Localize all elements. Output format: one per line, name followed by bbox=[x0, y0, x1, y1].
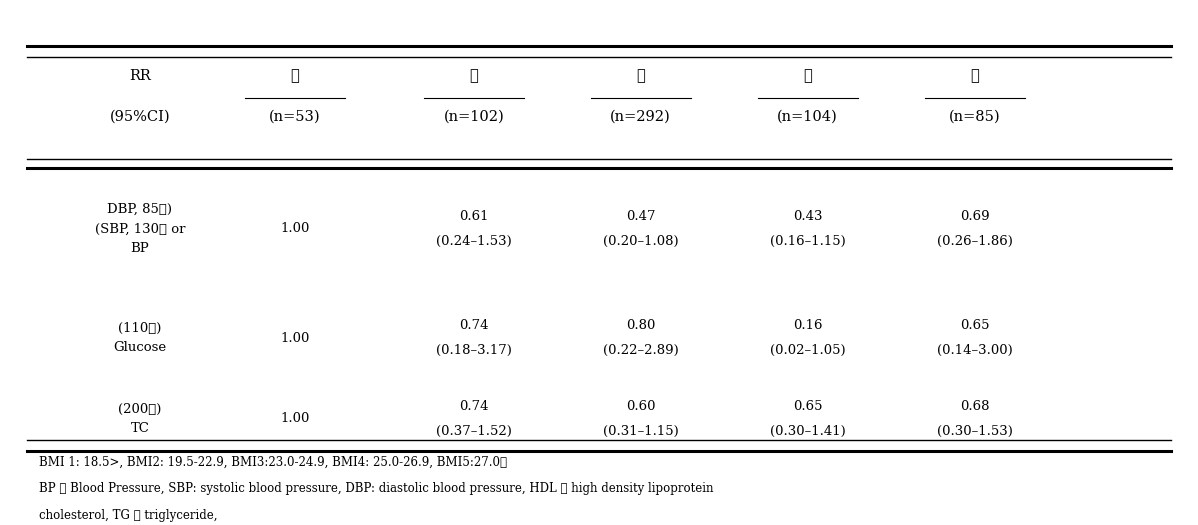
Text: 나: 나 bbox=[470, 69, 478, 83]
Text: (95%CI): (95%CI) bbox=[109, 110, 170, 124]
Text: BP: BP bbox=[131, 242, 150, 255]
Text: (0.31–1.15): (0.31–1.15) bbox=[603, 425, 678, 438]
Text: (n=102): (n=102) bbox=[443, 110, 504, 124]
Text: 1.00: 1.00 bbox=[280, 412, 309, 425]
Text: (SBP, 130≧ or: (SBP, 130≧ or bbox=[95, 223, 186, 235]
Text: 마: 마 bbox=[970, 69, 979, 83]
Text: 0.74: 0.74 bbox=[459, 400, 489, 413]
Text: (0.16–1.15): (0.16–1.15) bbox=[770, 235, 846, 248]
Text: (n=85): (n=85) bbox=[949, 110, 1000, 124]
Text: 0.65: 0.65 bbox=[960, 319, 990, 332]
Text: (0.26–1.86): (0.26–1.86) bbox=[937, 235, 1012, 248]
Text: Glucose: Glucose bbox=[114, 341, 167, 354]
Text: (n=104): (n=104) bbox=[778, 110, 839, 124]
Text: (0.22–2.89): (0.22–2.89) bbox=[603, 344, 678, 357]
Text: (0.20–1.08): (0.20–1.08) bbox=[603, 235, 678, 248]
Text: (0.24–1.53): (0.24–1.53) bbox=[436, 235, 512, 248]
Text: 가: 가 bbox=[291, 69, 300, 83]
Text: (200≧): (200≧) bbox=[119, 403, 162, 415]
Text: (0.14–3.00): (0.14–3.00) bbox=[937, 344, 1012, 357]
Text: 0.43: 0.43 bbox=[793, 210, 823, 223]
Text: 0.74: 0.74 bbox=[459, 319, 489, 332]
Text: 라: 라 bbox=[804, 69, 812, 83]
Text: 0.16: 0.16 bbox=[793, 319, 823, 332]
Text: (110≧): (110≧) bbox=[119, 322, 162, 335]
Text: BP ： Blood Pressure, SBP: systolic blood pressure, DBP: diastolic blood pressure: BP ： Blood Pressure, SBP: systolic blood… bbox=[38, 482, 713, 496]
Text: 0.68: 0.68 bbox=[960, 400, 990, 413]
Text: 0.61: 0.61 bbox=[459, 210, 489, 223]
Text: 0.80: 0.80 bbox=[627, 319, 655, 332]
Text: 다: 다 bbox=[636, 69, 645, 83]
Text: DBP, 85≧): DBP, 85≧) bbox=[108, 203, 173, 216]
Text: (0.18–3.17): (0.18–3.17) bbox=[436, 344, 512, 357]
Text: 1.00: 1.00 bbox=[280, 332, 309, 344]
Text: 1.00: 1.00 bbox=[280, 223, 309, 235]
Text: (0.02–1.05): (0.02–1.05) bbox=[770, 344, 846, 357]
Text: 0.69: 0.69 bbox=[960, 210, 990, 223]
Text: 0.65: 0.65 bbox=[793, 400, 823, 413]
Text: 0.60: 0.60 bbox=[627, 400, 655, 413]
Text: 0.47: 0.47 bbox=[627, 210, 655, 223]
Text: BMI 1: 18.5>, BMI2: 19.5-22.9, BMI3:23.0-24.9, BMI4: 25.0-26.9, BMI5:27.0≦: BMI 1: 18.5>, BMI2: 19.5-22.9, BMI3:23.0… bbox=[38, 456, 507, 469]
Text: TC: TC bbox=[131, 422, 150, 435]
Text: (n=292): (n=292) bbox=[610, 110, 671, 124]
Text: (0.30–1.41): (0.30–1.41) bbox=[770, 425, 846, 438]
Text: cholesterol, TG ： triglyceride,: cholesterol, TG ： triglyceride, bbox=[38, 509, 217, 522]
Text: RR: RR bbox=[129, 69, 151, 83]
Text: (0.37–1.52): (0.37–1.52) bbox=[436, 425, 512, 438]
Text: (0.30–1.53): (0.30–1.53) bbox=[937, 425, 1012, 438]
Text: (n=53): (n=53) bbox=[270, 110, 321, 124]
